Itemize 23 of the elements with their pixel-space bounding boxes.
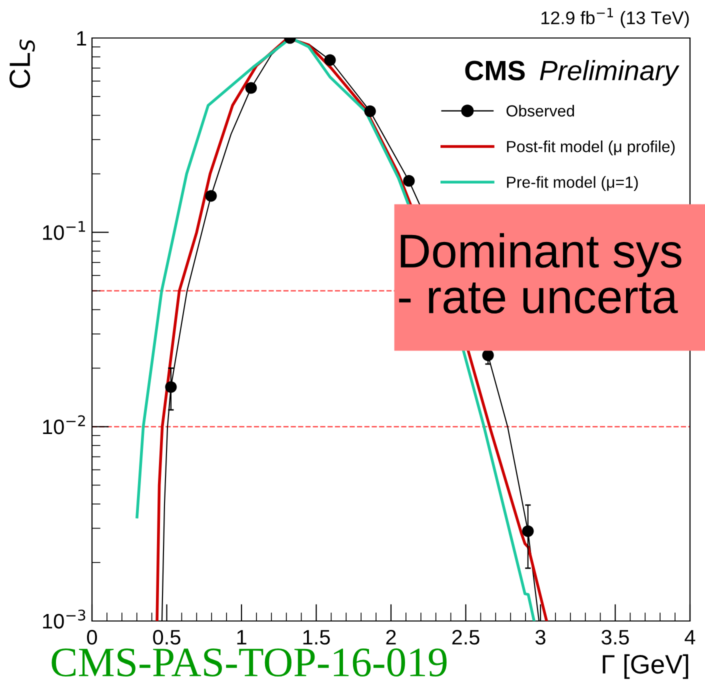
x-tick-label: 3.5 [602, 630, 629, 645]
text: 12.9 fb$^{−1}$ (13 TeV) [542, 8, 689, 28]
x-tick-label: 2.5 [452, 630, 480, 645]
y-tick-label: 10$^{−1}$ [43, 221, 86, 240]
text: CMS-PAS-TOP-16-019 [52, 648, 447, 677]
x-axis-title: Γ [GeV] [602, 654, 688, 679]
y-tick-label: 1 [77, 31, 86, 46]
legend-label: Pre-fit model (μ=1) [507, 176, 638, 192]
x-tick-label: 1.5 [303, 630, 330, 645]
y-tick-label: 10$^{−3}$ [43, 610, 86, 629]
text: Preliminary [540, 60, 680, 86]
x-tick-label: 2 [386, 630, 396, 644]
legend-label: Post-fit model (μ profile) [507, 140, 675, 156]
x-tick-label: 0 [87, 630, 97, 645]
annotation: Dominant sys - rate uncerta [399, 233, 682, 314]
x-tick-label: 4 [684, 630, 696, 644]
x-tick-label: 3 [536, 630, 546, 645]
x-tick-label: 1 [237, 630, 246, 644]
y-axis-title: CL$_{S}$ [9, 39, 35, 88]
text: CMS [465, 60, 525, 80]
legend-label: Observed [506, 104, 574, 117]
x-tick-label: 0.5 [153, 630, 180, 645]
y-tick-label: 10$^{−2}$ [43, 415, 85, 434]
